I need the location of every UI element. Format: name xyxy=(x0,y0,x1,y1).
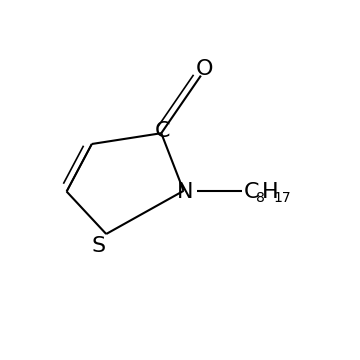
Text: C: C xyxy=(155,121,171,141)
Text: 17: 17 xyxy=(274,191,291,205)
Text: 8: 8 xyxy=(256,191,265,205)
Text: O: O xyxy=(196,59,213,79)
Text: S: S xyxy=(92,235,106,256)
Text: N: N xyxy=(177,181,193,202)
Text: H: H xyxy=(262,181,278,202)
Text: C: C xyxy=(244,181,260,202)
